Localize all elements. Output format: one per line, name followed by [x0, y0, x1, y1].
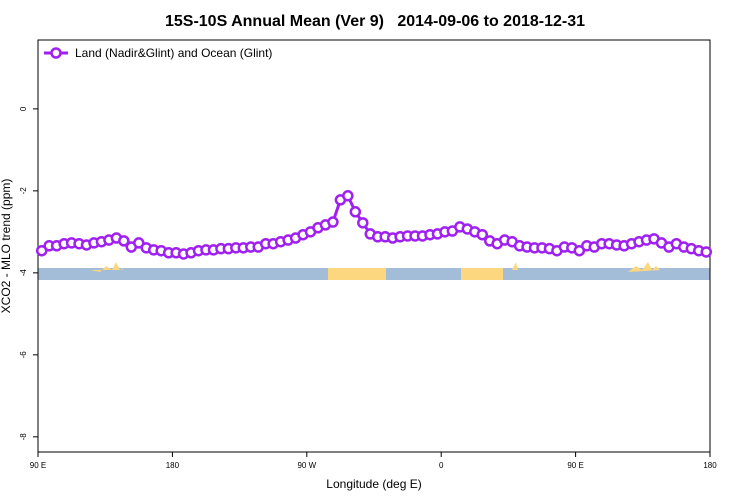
data-point [327, 216, 339, 228]
chart-title: 15S-10S Annual Mean (Ver 9) 2014-09-06 t… [165, 13, 585, 30]
y-tick-label: 0 [19, 106, 28, 111]
data-point [118, 235, 130, 247]
data-point [357, 217, 369, 229]
x-tick-label: 180 [703, 461, 717, 470]
x-tick-label: 90 E [567, 461, 583, 470]
y-tick-label: -4 [19, 269, 28, 277]
x-tick-label: 0 [439, 461, 444, 470]
x-tick-label: 90 E [30, 461, 46, 470]
legend: Land (Nadir&Glint) and Ocean (Glint) [44, 46, 272, 60]
data-point [700, 246, 713, 258]
x-axis-label: Longitude (deg E) [326, 477, 421, 491]
land-ocean-mask [38, 262, 710, 280]
legend-label: Land (Nadir&Glint) and Ocean (Glint) [75, 46, 272, 60]
y-tick-label: -2 [19, 187, 28, 195]
x-tick-label: 180 [166, 461, 180, 470]
data-point [476, 228, 489, 241]
legend-marker [50, 47, 62, 59]
y-tick-label: -8 [19, 433, 28, 441]
data-point [342, 190, 354, 202]
data-point [349, 206, 362, 218]
y-tick-label: -6 [19, 351, 28, 359]
plot-frame [37, 39, 711, 453]
y-axis-label: XCO2 - MLO trend (ppm) [0, 179, 13, 314]
x-tick-label: 90 W [297, 461, 316, 470]
